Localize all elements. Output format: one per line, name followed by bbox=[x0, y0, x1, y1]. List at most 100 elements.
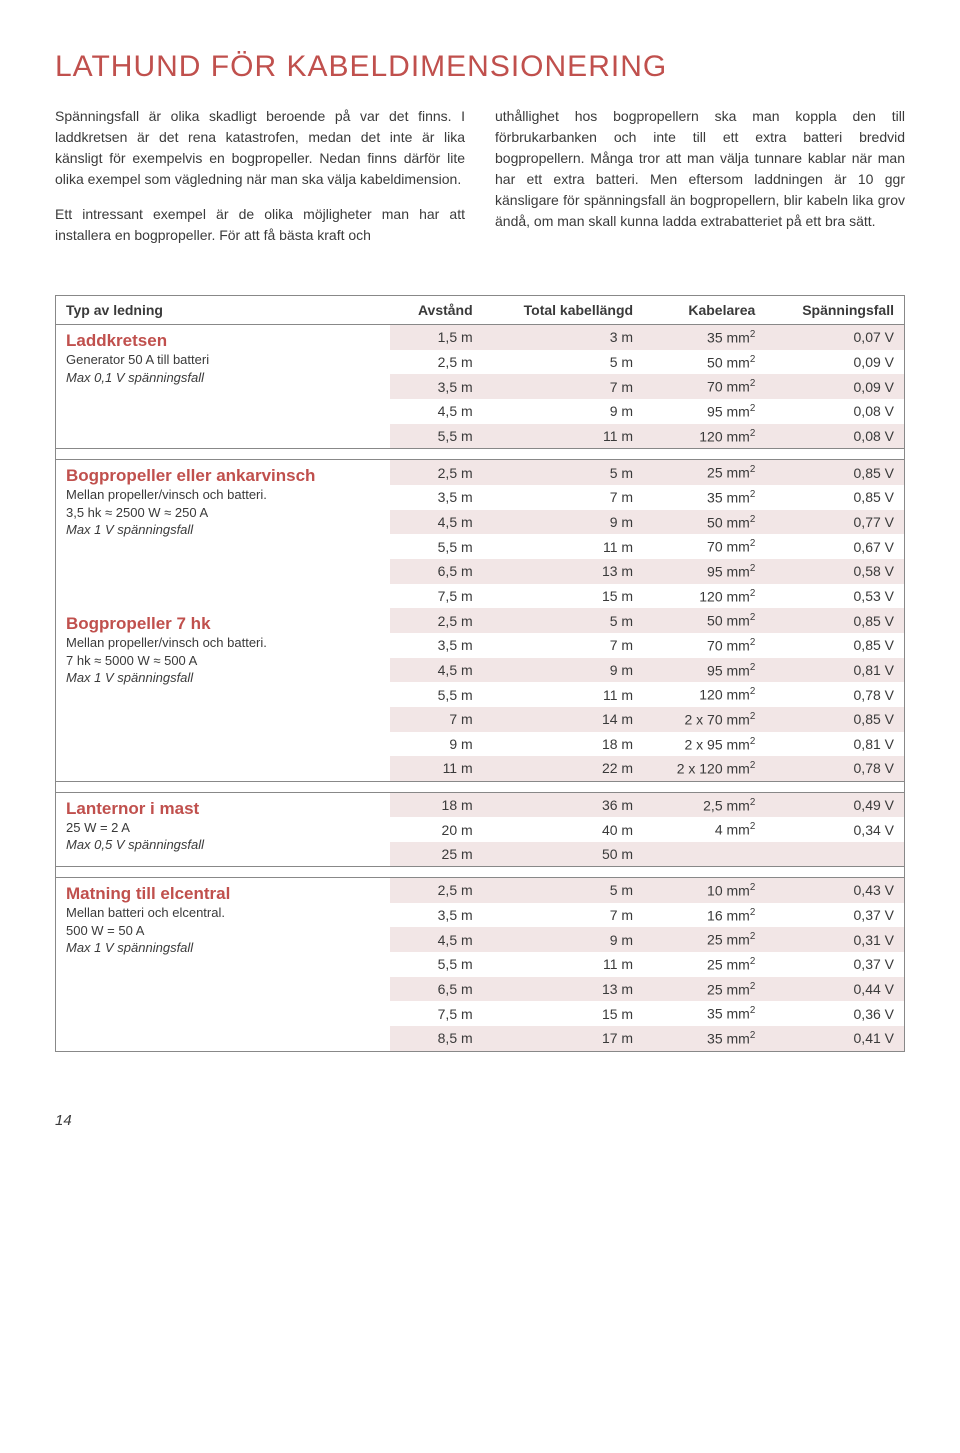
cell: 50 m bbox=[483, 842, 643, 867]
cell: 7,5 m bbox=[390, 584, 483, 609]
cell: 0,37 V bbox=[765, 952, 904, 977]
cell: 11 m bbox=[390, 756, 483, 781]
cell: 5,5 m bbox=[390, 534, 483, 559]
cell: 4,5 m bbox=[390, 927, 483, 952]
cell: 11 m bbox=[483, 682, 643, 707]
intro-right-p1: uthållighet hos bogpropellern ska man ko… bbox=[495, 106, 905, 232]
cell: 0,08 V bbox=[765, 399, 904, 424]
cell: 0,09 V bbox=[765, 374, 904, 399]
col-area: Kabelarea bbox=[643, 296, 765, 325]
cell: 0,34 V bbox=[765, 817, 904, 842]
cell: 13 m bbox=[483, 559, 643, 584]
cell: 9 m bbox=[483, 399, 643, 424]
cell: 0,85 V bbox=[765, 608, 904, 633]
page-number: 14 bbox=[55, 1112, 905, 1129]
cell: 70 mm2 bbox=[643, 534, 765, 559]
cell: 11 m bbox=[483, 534, 643, 559]
cell: 3,5 m bbox=[390, 633, 483, 658]
intro-columns: Spänningsfall är olika skadligt beroende… bbox=[55, 106, 905, 260]
cell: 14 m bbox=[483, 707, 643, 732]
cell: 6,5 m bbox=[390, 977, 483, 1002]
cell: 10 mm2 bbox=[643, 878, 765, 903]
cell: 7 m bbox=[483, 903, 643, 928]
cell: 5,5 m bbox=[390, 952, 483, 977]
cell: 5 m bbox=[483, 350, 643, 375]
cell: 5 m bbox=[483, 608, 643, 633]
group-title: Matning till elcentral bbox=[66, 884, 380, 904]
cell: 50 mm2 bbox=[643, 510, 765, 535]
table-row: Matning till elcentralMellan batteri och… bbox=[56, 878, 905, 903]
cell: 95 mm2 bbox=[643, 658, 765, 683]
group-sub: 25 W = 2 AMax 0,5 V spänningsfall bbox=[66, 819, 380, 854]
cell: 95 mm2 bbox=[643, 399, 765, 424]
cell: 3,5 m bbox=[390, 485, 483, 510]
cell: 4 mm2 bbox=[643, 817, 765, 842]
cell: 3 m bbox=[483, 325, 643, 350]
cell: 35 mm2 bbox=[643, 325, 765, 350]
cell: 15 m bbox=[483, 584, 643, 609]
cell: 35 mm2 bbox=[643, 485, 765, 510]
cell: 0,85 V bbox=[765, 707, 904, 732]
cell: 2,5 m bbox=[390, 350, 483, 375]
cell: 7,5 m bbox=[390, 1001, 483, 1026]
cell: 0,85 V bbox=[765, 485, 904, 510]
cell: 25 mm2 bbox=[643, 927, 765, 952]
group-title: Bogpropeller eller ankarvinsch bbox=[66, 466, 380, 486]
cell: 7 m bbox=[483, 633, 643, 658]
cell: 0,41 V bbox=[765, 1026, 904, 1051]
cell: 0,44 V bbox=[765, 977, 904, 1002]
cell: 7 m bbox=[483, 374, 643, 399]
cell: 7 m bbox=[483, 485, 643, 510]
cell: 11 m bbox=[483, 424, 643, 449]
cell: 0,09 V bbox=[765, 350, 904, 375]
col-fall: Spänningsfall bbox=[765, 296, 904, 325]
cell: 0,85 V bbox=[765, 633, 904, 658]
table-row: Bogpropeller eller ankarvinschMellan pro… bbox=[56, 460, 905, 485]
group-title: Bogpropeller 7 hk bbox=[66, 614, 380, 634]
cell: 9 m bbox=[390, 732, 483, 757]
cell bbox=[765, 842, 904, 867]
table-row: Bogpropeller 7 hkMellan propeller/vinsch… bbox=[56, 608, 905, 633]
cell: 18 m bbox=[483, 732, 643, 757]
col-total: Total kabellängd bbox=[483, 296, 643, 325]
cell: 25 mm2 bbox=[643, 977, 765, 1002]
cell: 70 mm2 bbox=[643, 374, 765, 399]
group-desc: Bogpropeller 7 hkMellan propeller/vinsch… bbox=[56, 608, 391, 781]
cell: 0,85 V bbox=[765, 460, 904, 485]
cell: 0,36 V bbox=[765, 1001, 904, 1026]
cable-table: Typ av ledning Avstånd Total kabellängd … bbox=[55, 295, 905, 1052]
cell: 0,07 V bbox=[765, 325, 904, 350]
cell: 0,37 V bbox=[765, 903, 904, 928]
cell: 3,5 m bbox=[390, 374, 483, 399]
cell: 0,78 V bbox=[765, 682, 904, 707]
cell: 0,31 V bbox=[765, 927, 904, 952]
cell: 13 m bbox=[483, 977, 643, 1002]
cell: 0,81 V bbox=[765, 658, 904, 683]
cell: 3,5 m bbox=[390, 903, 483, 928]
cell: 50 mm2 bbox=[643, 608, 765, 633]
cell: 2 x 120 mm2 bbox=[643, 756, 765, 781]
cell: 2,5 mm2 bbox=[643, 792, 765, 817]
cell: 25 mm2 bbox=[643, 952, 765, 977]
group-sub: Mellan propeller/vinsch och batteri.3,5 … bbox=[66, 486, 380, 539]
cell: 50 mm2 bbox=[643, 350, 765, 375]
intro-left-p2: Ett intressant exempel är de olika möjli… bbox=[55, 204, 465, 246]
cell: 120 mm2 bbox=[643, 584, 765, 609]
cell: 4,5 m bbox=[390, 510, 483, 535]
cell: 2 x 95 mm2 bbox=[643, 732, 765, 757]
cell: 17 m bbox=[483, 1026, 643, 1051]
cell: 18 m bbox=[390, 792, 483, 817]
cell: 35 mm2 bbox=[643, 1026, 765, 1051]
intro-right: uthållighet hos bogpropellern ska man ko… bbox=[495, 106, 905, 260]
cell: 4,5 m bbox=[390, 658, 483, 683]
cell: 5 m bbox=[483, 878, 643, 903]
cell: 25 m bbox=[390, 842, 483, 867]
cell: 11 m bbox=[483, 952, 643, 977]
cell: 1,5 m bbox=[390, 325, 483, 350]
table-row: LaddkretsenGenerator 50 A till batteriMa… bbox=[56, 325, 905, 350]
cell: 35 mm2 bbox=[643, 1001, 765, 1026]
col-typ: Typ av ledning bbox=[56, 296, 391, 325]
group-sub: Mellan batteri och elcentral.500 W = 50 … bbox=[66, 904, 380, 957]
cell: 70 mm2 bbox=[643, 633, 765, 658]
cell: 25 mm2 bbox=[643, 460, 765, 485]
